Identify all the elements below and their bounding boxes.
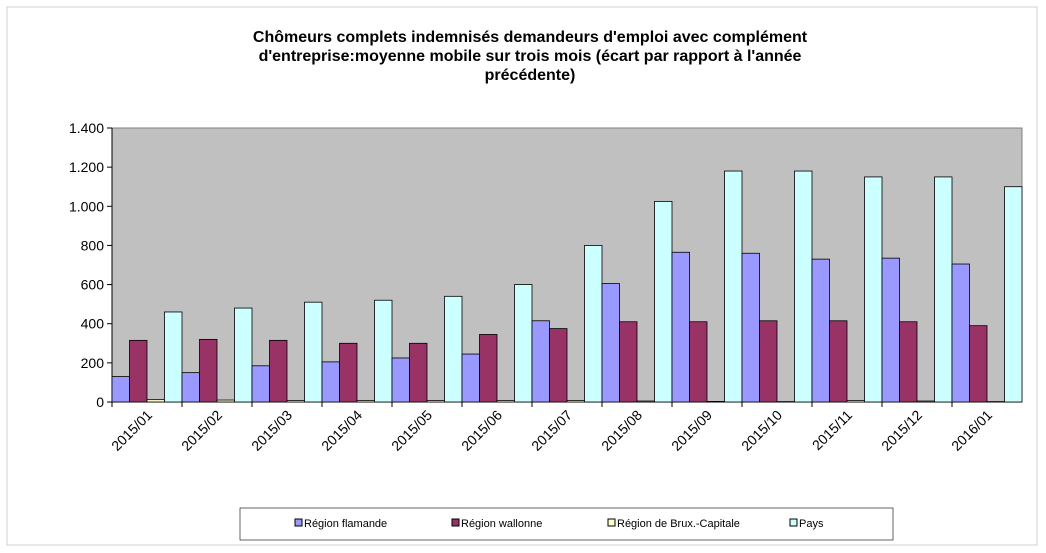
bar — [760, 321, 778, 402]
bar — [655, 201, 673, 402]
bar — [427, 400, 445, 402]
bar — [462, 354, 480, 402]
bar — [882, 258, 900, 402]
legend-swatch — [295, 519, 302, 526]
bar — [410, 343, 428, 402]
y-tick-label: 0 — [96, 394, 104, 410]
legend-label: Pays — [799, 518, 824, 530]
y-tick-label: 1.200 — [69, 159, 104, 175]
bar — [270, 340, 288, 402]
bar — [830, 321, 848, 402]
bar — [637, 401, 655, 402]
bar — [322, 362, 340, 402]
bar — [812, 259, 830, 402]
legend-swatch — [608, 519, 615, 526]
y-tick-label: 200 — [81, 355, 105, 371]
legend-swatch — [452, 519, 459, 526]
bar — [357, 400, 375, 402]
bar — [917, 401, 935, 402]
y-tick-label: 800 — [81, 237, 105, 253]
bar — [602, 284, 620, 402]
bar — [375, 300, 393, 402]
chart-title: Chômeurs complets indemnisés demandeurs … — [253, 29, 808, 46]
bar — [165, 312, 183, 402]
bar — [112, 377, 130, 402]
bar — [305, 302, 323, 402]
bar — [742, 253, 760, 402]
bar — [515, 285, 533, 402]
bar — [497, 400, 515, 402]
bar — [130, 340, 148, 402]
y-tick-label: 400 — [81, 316, 105, 332]
bar — [235, 308, 253, 402]
legend-swatch — [790, 519, 797, 526]
bar — [900, 322, 918, 402]
bar — [1005, 187, 1023, 402]
bar — [970, 326, 988, 402]
y-tick-label: 1.400 — [69, 120, 104, 136]
bar — [550, 329, 568, 402]
bar — [725, 171, 743, 402]
bar — [567, 400, 585, 402]
y-tick-label: 1.000 — [69, 198, 104, 214]
bar — [200, 339, 218, 402]
bar — [707, 401, 725, 402]
y-tick-label: 600 — [81, 277, 105, 293]
bar — [392, 358, 410, 402]
bar — [445, 296, 463, 402]
legend-label: Région wallonne — [461, 518, 542, 530]
bar — [847, 400, 865, 402]
bar — [217, 400, 235, 402]
chart-title: précédente) — [485, 67, 576, 84]
bar — [952, 264, 970, 402]
bar — [182, 373, 200, 402]
bar — [532, 321, 550, 402]
bar — [147, 400, 165, 402]
bar — [585, 245, 603, 402]
bar — [795, 171, 813, 402]
bar — [672, 252, 690, 402]
bar — [340, 343, 358, 402]
legend-label: Région de Brux.-Capitale — [617, 518, 740, 530]
bar — [620, 322, 638, 402]
bar — [252, 366, 270, 402]
bar — [935, 177, 953, 402]
bar — [287, 400, 305, 402]
chart-title: d'entreprise:moyenne mobile sur trois mo… — [259, 48, 802, 65]
bar — [865, 177, 883, 402]
legend-label: Région flamande — [304, 518, 387, 530]
bar — [690, 322, 708, 402]
bar — [480, 334, 498, 402]
